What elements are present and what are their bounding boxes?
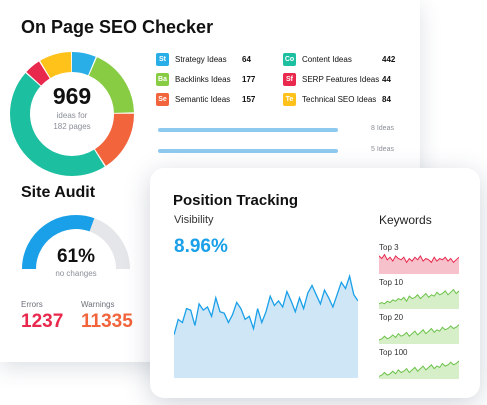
total-ideas-sub-2: 182 pages [53, 122, 91, 131]
donut-segment-strategy[interactable] [10, 52, 134, 176]
idea-row-se[interactable]: Se Semantic Ideas 157 [156, 93, 396, 107]
keyword-sparkline[interactable] [379, 252, 459, 274]
seo-checker-title: On Page SEO Checker [21, 17, 214, 37]
idea-row-te[interactable]: Te Technical SEO Ideas 84 [283, 93, 487, 107]
donut-segment-content[interactable] [10, 52, 134, 176]
idea-row-ba[interactable]: Ba Backlinks Ideas 177 [156, 73, 396, 87]
sparkline-line [379, 324, 459, 341]
errors-label: Errors [21, 300, 43, 309]
visibility-value: 8.96% [174, 236, 228, 257]
idea-label: Technical SEO Ideas [302, 95, 377, 104]
idea-count: 157 [242, 95, 256, 104]
position-tracking-title: Position Tracking [173, 192, 299, 209]
ideas-bar[interactable] [158, 128, 338, 132]
gauge-fill [22, 215, 95, 270]
audit-percent-value: 61% [56, 246, 96, 267]
idea-badge: Ba [156, 73, 169, 86]
idea-count: 84 [382, 95, 391, 104]
warnings-value[interactable]: 11335 [81, 311, 133, 332]
sparkline-line [379, 288, 459, 305]
visibility-area [174, 276, 358, 378]
idea-row-co[interactable]: Co Content Ideas 442 [283, 53, 487, 67]
idea-count: 442 [382, 55, 396, 64]
visibility-label: Visibility [174, 214, 214, 226]
total-ideas-sub-1: ideas for [56, 111, 88, 120]
idea-label: Strategy Ideas [175, 55, 227, 64]
keyword-label-top-100: Top 100 [379, 348, 408, 357]
idea-badge: Te [283, 93, 296, 106]
idea-count: 177 [242, 75, 256, 84]
sparkline-line [379, 360, 459, 377]
idea-count: 64 [242, 55, 251, 64]
keyword-label-top-10: Top 10 [379, 278, 404, 287]
sparkline-line [379, 253, 459, 264]
ideas-bar[interactable] [158, 149, 338, 153]
idea-row-sf[interactable]: Sf SERP Features Ideas 44 [283, 73, 487, 87]
ideas-bar-label: 5 Ideas [371, 146, 394, 153]
visibility-chart[interactable] [174, 270, 358, 378]
idea-badge: Sf [283, 73, 296, 86]
keyword-label-top-20: Top 20 [379, 313, 404, 322]
keyword-sparkline[interactable] [379, 322, 459, 344]
idea-label: Content Ideas [302, 55, 352, 64]
ideas-donut-chart[interactable] [8, 50, 136, 178]
idea-badge: St [156, 53, 169, 66]
keywords-title: Keywords [379, 213, 432, 227]
gauge-center: 61% no changes [20, 246, 132, 278]
idea-badge: Co [283, 53, 296, 66]
idea-row-st[interactable]: St Strategy Ideas 64 [156, 53, 396, 67]
sparkline-area [379, 289, 459, 309]
idea-count: 44 [382, 75, 391, 84]
idea-label: SERP Features Ideas [302, 75, 380, 84]
site-audit-gauge[interactable] [20, 209, 132, 283]
site-audit-title: Site Audit [21, 184, 96, 201]
total-ideas-value: 969 [52, 83, 92, 109]
audit-percent-sub: no changes [55, 269, 97, 278]
warnings-label: Warnings [81, 300, 115, 309]
idea-label: Backlinks Ideas [175, 75, 231, 84]
visibility-line [174, 273, 358, 335]
keyword-sparkline[interactable] [379, 357, 459, 379]
donut-center: 969 ideas for 182 pages [8, 83, 136, 132]
keyword-label-top-3: Top 3 [379, 243, 399, 252]
keyword-sparkline[interactable] [379, 287, 459, 309]
idea-label: Semantic Ideas [175, 95, 231, 104]
donut-segment-semantic[interactable] [10, 52, 134, 176]
errors-value[interactable]: 1237 [21, 311, 64, 332]
idea-badge: Se [156, 93, 169, 106]
ideas-bar-label: 8 Ideas [371, 125, 394, 132]
